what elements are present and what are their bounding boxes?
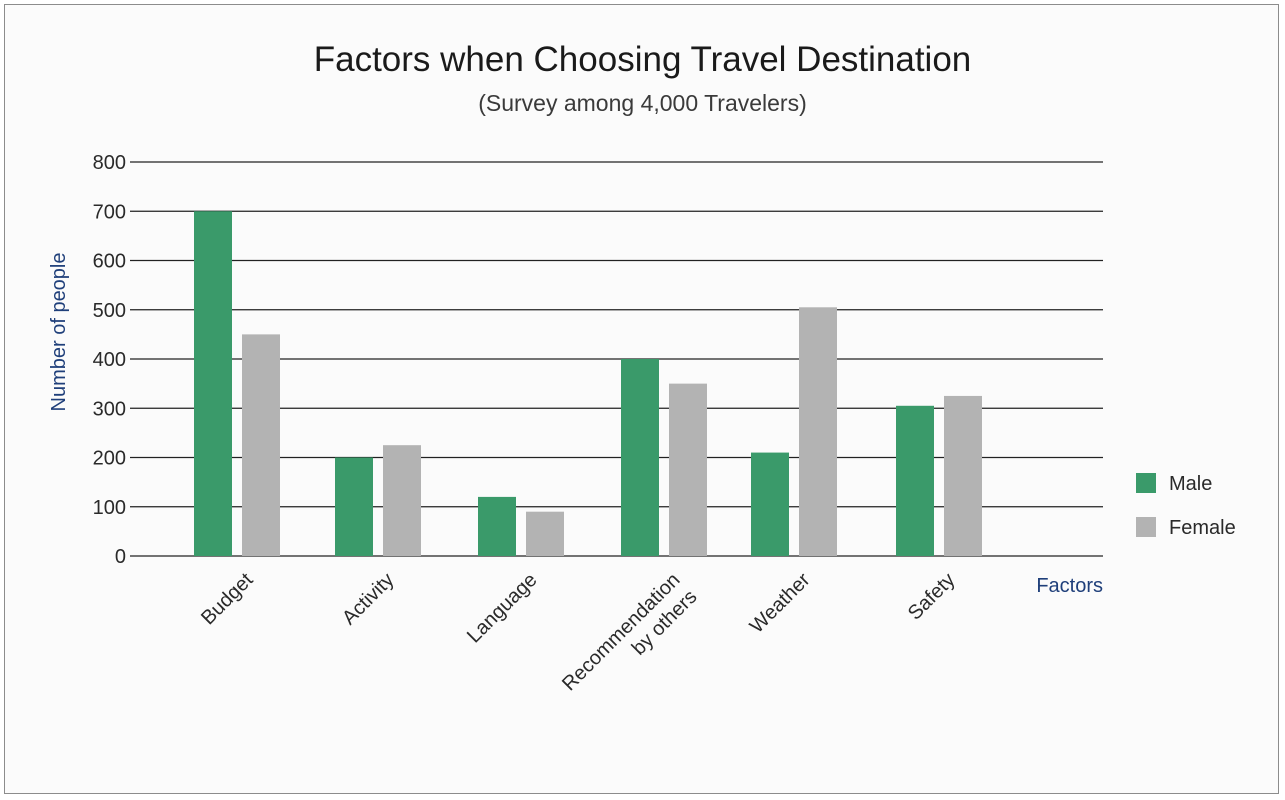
bar-female bbox=[526, 511, 564, 556]
y-tick-label: 300 bbox=[93, 398, 126, 420]
bar-male bbox=[478, 496, 516, 556]
y-tick-label: 0 bbox=[115, 546, 126, 568]
y-tick-label: 800 bbox=[93, 152, 126, 174]
x-axis-label: Factors bbox=[1036, 575, 1103, 597]
legend-swatch bbox=[1136, 473, 1156, 493]
bars bbox=[194, 211, 982, 556]
chart-title: Factors when Choosing Travel Destination bbox=[313, 40, 972, 79]
x-tick-label: Recommendationby others bbox=[558, 569, 701, 712]
bar-male bbox=[335, 457, 373, 556]
legend: Male Female bbox=[1136, 473, 1236, 539]
bar-male bbox=[194, 211, 232, 556]
bar-male bbox=[896, 405, 934, 556]
legend-label: Female bbox=[1169, 517, 1236, 539]
y-tick-label: 600 bbox=[93, 251, 126, 273]
bar-male bbox=[751, 452, 789, 556]
x-tick-label: Safety bbox=[904, 569, 960, 625]
y-axis-label: Number of people bbox=[48, 253, 70, 412]
chart-subtitle: (Survey among 4,000 Travelers) bbox=[478, 90, 807, 116]
x-axis-categories: Budget Activity Language Recommendationby o… bbox=[197, 569, 960, 712]
gridlines bbox=[130, 161, 1103, 557]
bar-female bbox=[383, 445, 421, 556]
bar-male bbox=[621, 359, 659, 556]
y-axis-ticks: 0 100 200 300 400 500 600 700 800 bbox=[93, 152, 126, 568]
legend-label: Male bbox=[1169, 473, 1212, 495]
bar-female bbox=[669, 383, 707, 556]
y-tick-label: 700 bbox=[93, 201, 126, 223]
x-tick-label: Language bbox=[463, 569, 541, 647]
y-tick-label: 400 bbox=[93, 349, 126, 371]
bar-female bbox=[944, 395, 982, 556]
y-tick-label: 200 bbox=[93, 448, 126, 470]
y-tick-label: 100 bbox=[93, 497, 126, 519]
bar-female bbox=[799, 307, 837, 556]
y-tick-label: 500 bbox=[93, 300, 126, 322]
x-tick-label: Budget bbox=[197, 569, 258, 630]
bar-female bbox=[242, 334, 280, 556]
legend-swatch bbox=[1136, 517, 1156, 537]
x-tick-label: Activity bbox=[338, 569, 398, 629]
x-tick-label: Weather bbox=[746, 569, 815, 638]
